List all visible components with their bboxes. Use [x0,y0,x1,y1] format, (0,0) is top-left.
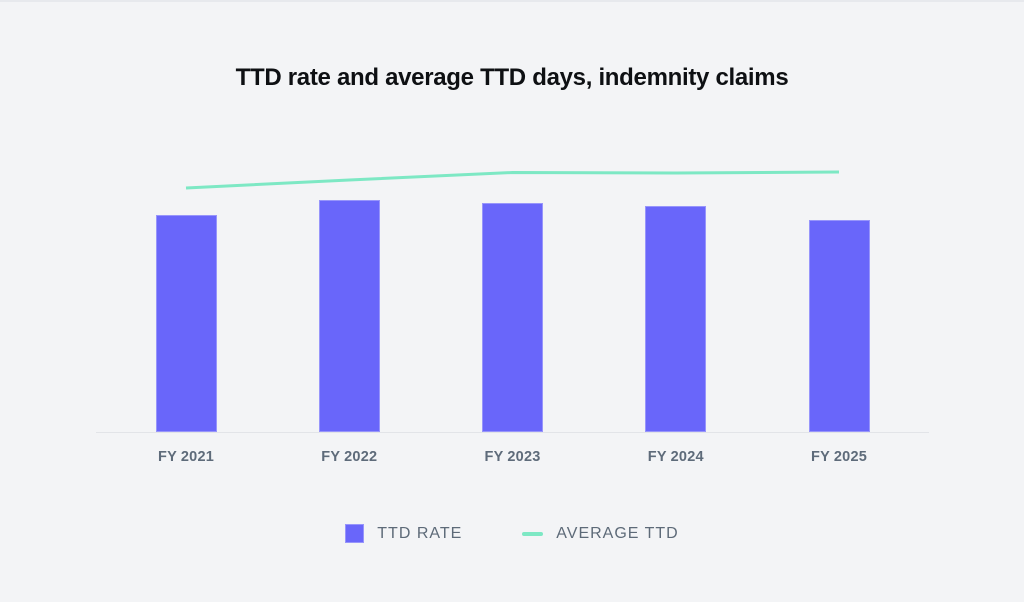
bar-fy-2024[interactable] [645,206,707,432]
legend-item-average-ttd[interactable]: AVERAGE TTD [522,525,678,543]
x-axis-label-fy-2025: FY 2025 [811,449,867,465]
legend-label-average-ttd: AVERAGE TTD [556,524,679,542]
x-axis-label-fy-2022: FY 2022 [321,449,378,465]
legend-item-ttd-rate[interactable]: TTD RATE [345,524,462,543]
x-axis-line [96,432,929,433]
chart-title: TTD rate and average TTD days, indemnity… [235,64,789,91]
bar-fy-2023[interactable] [482,203,543,432]
x-axis-label-fy-2021: FY 2021 [158,449,214,465]
line-swatch-icon [522,531,544,536]
x-axis-label-fy-2023: FY 2023 [484,449,541,465]
legend-label-ttd-rate: TTD RATE [377,524,463,542]
x-axis-label-fy-2024: FY 2024 [647,449,704,465]
bar-fy-2022[interactable] [318,200,380,432]
bar-fy-2021[interactable] [155,215,217,432]
chart-legend: TTD RATE AVERAGE TTD [0,524,1024,543]
average-ttd-line [185,170,840,190]
bar-swatch-icon [345,524,365,543]
bar-fy-2025[interactable] [808,220,870,432]
